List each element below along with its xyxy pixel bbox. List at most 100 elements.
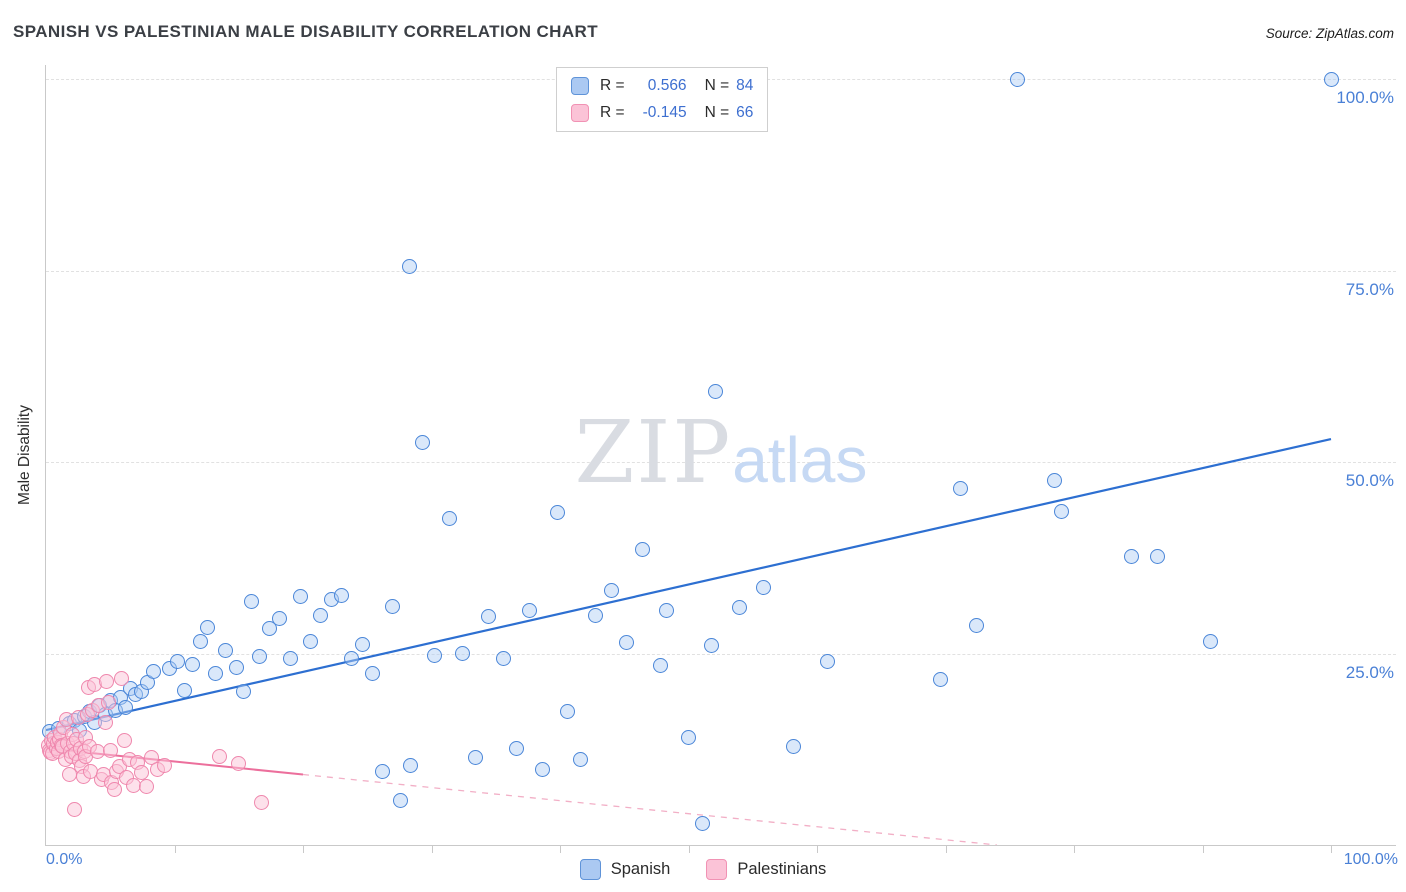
scatter-point-spanish[interactable] xyxy=(208,665,224,681)
series-legend: Spanish Palestinians xyxy=(0,859,1406,880)
scatter-point-spanish[interactable] xyxy=(236,684,252,700)
scatter-point-spanish[interactable] xyxy=(402,259,418,275)
scatter-point-spanish[interactable] xyxy=(262,621,278,637)
n-label: N = xyxy=(704,77,730,94)
scatter-point-spanish[interactable] xyxy=(467,750,483,766)
y-axis-tick-label: 25.0% xyxy=(1345,662,1394,682)
scatter-point-palestinians[interactable] xyxy=(254,794,270,810)
scatter-point-spanish[interactable] xyxy=(1150,549,1166,565)
x-axis-tick xyxy=(174,846,176,853)
scatter-point-spanish[interactable] xyxy=(953,480,969,496)
scatter-point-spanish[interactable] xyxy=(364,665,380,681)
scatter-point-palestinians[interactable] xyxy=(98,673,114,689)
scatter-point-spanish[interactable] xyxy=(707,384,723,400)
scatter-point-palestinians[interactable] xyxy=(231,756,247,772)
scatter-point-spanish[interactable] xyxy=(619,635,635,651)
scatter-point-palestinians[interactable] xyxy=(156,757,172,773)
scatter-point-spanish[interactable] xyxy=(1053,503,1069,519)
scatter-point-spanish[interactable] xyxy=(652,658,668,674)
spanish-swatch xyxy=(579,859,601,880)
scatter-point-spanish[interactable] xyxy=(385,598,401,614)
scatter-point-spanish[interactable] xyxy=(560,704,576,720)
r-label: R = xyxy=(600,77,625,94)
scatter-point-spanish[interactable] xyxy=(441,511,457,527)
scatter-point-spanish[interactable] xyxy=(534,762,550,778)
scatter-point-palestinians[interactable] xyxy=(138,779,154,795)
scatter-point-spanish[interactable] xyxy=(303,633,319,649)
scatter-point-spanish[interactable] xyxy=(403,757,419,773)
scatter-point-spanish[interactable] xyxy=(755,580,771,596)
watermark-atlas: atlas xyxy=(732,424,868,496)
scatter-point-spanish[interactable] xyxy=(118,699,134,715)
legend-item-palestinians[interactable]: Palestinians xyxy=(706,859,826,880)
scatter-point-spanish[interactable] xyxy=(415,434,430,450)
scatter-point-palestinians[interactable] xyxy=(116,733,132,749)
scatter-point-palestinians[interactable] xyxy=(66,802,82,818)
scatter-point-spanish[interactable] xyxy=(480,609,496,625)
scatter-point-spanish[interactable] xyxy=(272,610,288,626)
scatter-point-spanish[interactable] xyxy=(588,607,604,623)
x-axis-tick xyxy=(1202,846,1204,853)
scatter-point-spanish[interactable] xyxy=(508,740,524,756)
scatter-point-spanish[interactable] xyxy=(1124,549,1140,565)
scatter-point-spanish[interactable] xyxy=(1047,472,1063,488)
scatter-point-palestinians[interactable] xyxy=(211,748,227,764)
x-axis-tick xyxy=(945,846,947,853)
scatter-point-spanish[interactable] xyxy=(334,587,350,603)
source-attribution: Source: ZipAtlas.com xyxy=(1265,26,1394,41)
scatter-point-spanish[interactable] xyxy=(282,650,298,666)
scatter-point-spanish[interactable] xyxy=(146,664,162,680)
scatter-point-spanish[interactable] xyxy=(393,793,409,809)
scatter-point-spanish[interactable] xyxy=(1009,71,1025,87)
scatter-point-spanish[interactable] xyxy=(169,653,185,669)
scatter-point-spanish[interactable] xyxy=(495,650,511,666)
scatter-point-spanish[interactable] xyxy=(549,505,565,521)
scatter-point-palestinians[interactable] xyxy=(114,670,130,686)
scatter-point-spanish[interactable] xyxy=(786,739,802,755)
scatter-point-spanish[interactable] xyxy=(819,653,835,669)
scatter-point-spanish[interactable] xyxy=(634,541,650,557)
scatter-point-spanish[interactable] xyxy=(192,633,208,649)
scatter-point-spanish[interactable] xyxy=(704,638,720,654)
scatter-point-palestinians[interactable] xyxy=(133,765,149,781)
scatter-point-spanish[interactable] xyxy=(454,646,470,661)
palestinians-swatch xyxy=(706,859,728,880)
x-axis-tick xyxy=(560,846,561,853)
scatter-point-spanish[interactable] xyxy=(177,682,193,698)
scatter-point-spanish[interactable] xyxy=(681,730,696,746)
scatter-point-spanish[interactable] xyxy=(732,600,748,616)
x-axis-tick xyxy=(303,846,304,853)
scatter-point-palestinians[interactable] xyxy=(97,714,113,730)
y-axis-tick-label: 50.0% xyxy=(1345,471,1394,490)
scatter-point-spanish[interactable] xyxy=(313,607,329,623)
scatter-point-spanish[interactable] xyxy=(573,751,589,767)
scatter-point-spanish[interactable] xyxy=(200,619,216,635)
scatter-point-spanish[interactable] xyxy=(228,659,244,675)
scatter-point-spanish[interactable] xyxy=(344,650,360,666)
scatter-point-spanish[interactable] xyxy=(521,603,537,619)
scatter-point-spanish[interactable] xyxy=(603,583,619,599)
scatter-point-spanish[interactable] xyxy=(375,763,391,779)
scatter-point-spanish[interactable] xyxy=(292,589,308,605)
legend-item-spanish[interactable]: Spanish xyxy=(579,859,670,880)
scatter-point-spanish[interactable] xyxy=(251,649,267,665)
scatter-point-spanish[interactable] xyxy=(695,816,711,832)
scatter-point-spanish[interactable] xyxy=(1202,633,1218,649)
scatter-point-palestinians[interactable] xyxy=(101,695,117,711)
x-axis-tick xyxy=(1331,846,1332,853)
scatter-point-palestinians[interactable] xyxy=(102,742,118,758)
scatter-point-spanish[interactable] xyxy=(932,672,948,688)
scatter-point-spanish[interactable] xyxy=(1323,71,1339,87)
scatter-point-spanish[interactable] xyxy=(354,636,370,652)
plot-area: ZIP atlas R = 0.566 N = 84 R = -0.145 N =… xyxy=(41,65,1398,868)
scatter-point-spanish[interactable] xyxy=(218,642,234,658)
palestinians-legend-swatch xyxy=(571,104,589,122)
scatter-point-spanish[interactable] xyxy=(244,593,260,609)
scatter-point-spanish[interactable] xyxy=(426,647,442,663)
scatter-point-palestinians[interactable] xyxy=(106,782,122,798)
scatter-point-spanish[interactable] xyxy=(659,603,675,619)
chart-title: SPANISH VS PALESTINIAN MALE DISABILITY C… xyxy=(13,22,598,41)
scatter-point-spanish[interactable] xyxy=(968,618,984,634)
scatter-point-spanish[interactable] xyxy=(184,656,200,672)
